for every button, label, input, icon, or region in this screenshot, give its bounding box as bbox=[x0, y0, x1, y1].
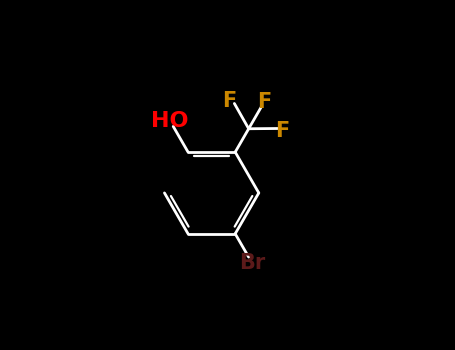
Text: F: F bbox=[275, 121, 289, 141]
Text: HO: HO bbox=[151, 111, 189, 131]
Text: F: F bbox=[257, 92, 271, 112]
Text: Br: Br bbox=[239, 253, 265, 273]
Text: F: F bbox=[222, 91, 237, 111]
